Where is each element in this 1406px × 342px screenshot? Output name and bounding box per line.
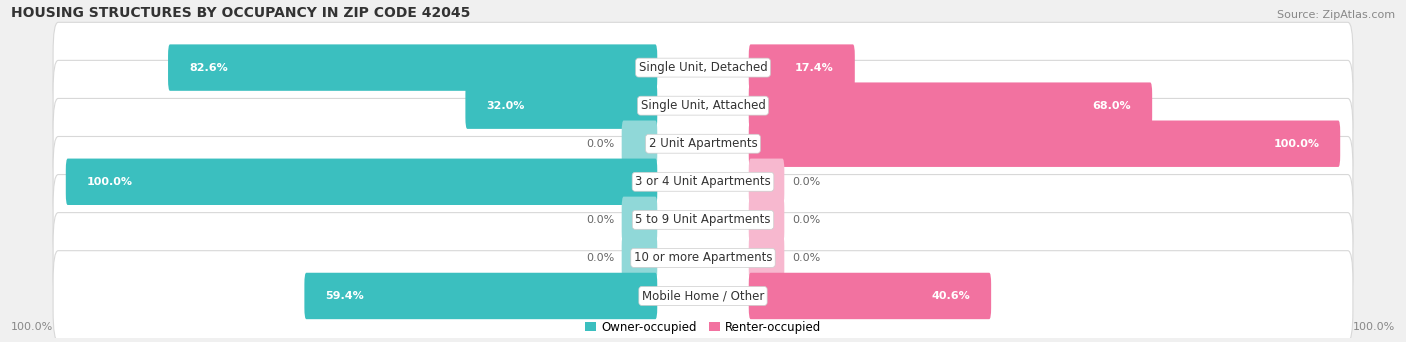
Text: Source: ZipAtlas.com: Source: ZipAtlas.com bbox=[1278, 10, 1396, 20]
FancyBboxPatch shape bbox=[304, 273, 657, 319]
Text: 68.0%: 68.0% bbox=[1092, 101, 1132, 111]
Text: Single Unit, Detached: Single Unit, Detached bbox=[638, 61, 768, 74]
Text: 40.6%: 40.6% bbox=[931, 291, 970, 301]
FancyBboxPatch shape bbox=[53, 136, 1353, 227]
Text: 100.0%: 100.0% bbox=[1274, 139, 1319, 149]
Text: 0.0%: 0.0% bbox=[586, 253, 614, 263]
FancyBboxPatch shape bbox=[749, 235, 785, 281]
FancyBboxPatch shape bbox=[749, 197, 785, 243]
Text: 32.0%: 32.0% bbox=[486, 101, 524, 111]
FancyBboxPatch shape bbox=[749, 120, 1340, 167]
FancyBboxPatch shape bbox=[621, 197, 657, 243]
FancyBboxPatch shape bbox=[53, 174, 1353, 265]
FancyBboxPatch shape bbox=[53, 213, 1353, 303]
FancyBboxPatch shape bbox=[465, 82, 657, 129]
FancyBboxPatch shape bbox=[53, 98, 1353, 189]
Text: Mobile Home / Other: Mobile Home / Other bbox=[641, 289, 765, 302]
Text: 100.0%: 100.0% bbox=[1353, 322, 1396, 332]
FancyBboxPatch shape bbox=[749, 159, 785, 205]
Legend: Owner-occupied, Renter-occupied: Owner-occupied, Renter-occupied bbox=[579, 316, 827, 339]
FancyBboxPatch shape bbox=[169, 44, 657, 91]
Text: 0.0%: 0.0% bbox=[792, 215, 820, 225]
FancyBboxPatch shape bbox=[621, 235, 657, 281]
Text: 0.0%: 0.0% bbox=[586, 215, 614, 225]
FancyBboxPatch shape bbox=[53, 251, 1353, 341]
Text: 3 or 4 Unit Apartments: 3 or 4 Unit Apartments bbox=[636, 175, 770, 188]
FancyBboxPatch shape bbox=[621, 120, 657, 167]
Text: 10 or more Apartments: 10 or more Apartments bbox=[634, 251, 772, 264]
FancyBboxPatch shape bbox=[749, 273, 991, 319]
Text: 0.0%: 0.0% bbox=[792, 253, 820, 263]
FancyBboxPatch shape bbox=[66, 159, 657, 205]
Text: 17.4%: 17.4% bbox=[794, 63, 834, 73]
Text: HOUSING STRUCTURES BY OCCUPANCY IN ZIP CODE 42045: HOUSING STRUCTURES BY OCCUPANCY IN ZIP C… bbox=[10, 6, 470, 20]
Text: 100.0%: 100.0% bbox=[87, 177, 132, 187]
Text: 82.6%: 82.6% bbox=[188, 63, 228, 73]
FancyBboxPatch shape bbox=[53, 22, 1353, 113]
Text: 59.4%: 59.4% bbox=[325, 291, 364, 301]
Text: 0.0%: 0.0% bbox=[586, 139, 614, 149]
Text: 5 to 9 Unit Apartments: 5 to 9 Unit Apartments bbox=[636, 213, 770, 226]
Text: 0.0%: 0.0% bbox=[792, 177, 820, 187]
FancyBboxPatch shape bbox=[53, 61, 1353, 151]
Text: 100.0%: 100.0% bbox=[10, 322, 53, 332]
Text: 2 Unit Apartments: 2 Unit Apartments bbox=[648, 137, 758, 150]
Text: Single Unit, Attached: Single Unit, Attached bbox=[641, 99, 765, 112]
FancyBboxPatch shape bbox=[749, 82, 1152, 129]
FancyBboxPatch shape bbox=[749, 44, 855, 91]
